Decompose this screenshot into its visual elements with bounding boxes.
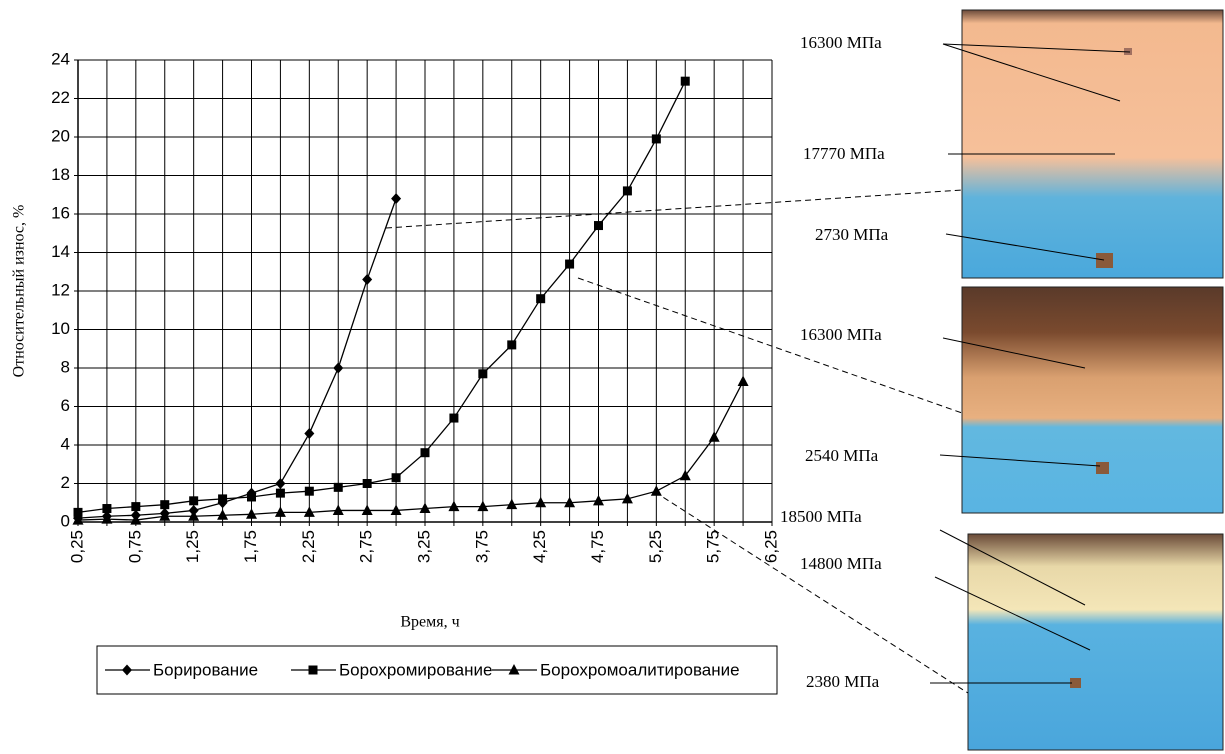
marker: [535, 497, 546, 508]
series-line: [78, 381, 743, 520]
marker: [709, 431, 720, 442]
marker: [391, 193, 401, 204]
y-axis-label: Относительный износ, %: [11, 205, 28, 378]
x-tick-label: 0,75: [125, 530, 144, 563]
legend-label: Борохромоалитирование: [540, 660, 740, 679]
dashed-connectors: [386, 190, 968, 693]
y-tick-label: 4: [61, 434, 70, 453]
legend-marker: [509, 664, 520, 675]
x-axis-label: Время, ч: [400, 614, 459, 631]
marker: [652, 134, 661, 143]
marker: [623, 186, 632, 195]
legend-marker: [309, 666, 318, 675]
marker: [421, 448, 430, 457]
y-tick-label: 20: [51, 126, 70, 145]
marker: [449, 414, 458, 423]
annotation: 17770 МПа: [803, 144, 885, 163]
micrograph: [962, 287, 1223, 513]
y-tick-label: 10: [51, 319, 70, 338]
indent: [1096, 462, 1109, 474]
annotation: 2380 МПа: [806, 672, 880, 691]
legend-marker: [122, 665, 132, 676]
marker: [507, 340, 516, 349]
marker: [189, 496, 198, 505]
marker: [131, 502, 140, 511]
marker: [362, 274, 372, 285]
marker: [305, 487, 314, 496]
y-tick-label: 8: [61, 357, 70, 376]
micrograph: [968, 534, 1223, 750]
annotation: 16300 МПа: [800, 325, 882, 344]
marker: [333, 363, 343, 374]
y-tick-label: 22: [51, 88, 70, 107]
annotation: 16300 МПа: [800, 33, 882, 52]
annotation: 14800 МПа: [800, 554, 882, 573]
marker: [102, 504, 111, 513]
y-tick-label: 2: [61, 473, 70, 492]
legend-label: Борохромирование: [339, 660, 492, 679]
y-tick-label: 0: [61, 511, 70, 530]
annotation: 2730 МПа: [815, 225, 889, 244]
marker: [362, 504, 373, 515]
marker: [275, 506, 286, 517]
x-tick-label: 0,25: [67, 530, 86, 563]
marker: [333, 504, 344, 515]
marker: [275, 478, 285, 489]
marker: [101, 513, 112, 524]
indent: [1096, 253, 1113, 268]
figure: 16300 МПа 17770 МПа 2730 МПа 16300 МПа 2…: [0, 0, 1225, 754]
marker: [247, 492, 256, 501]
marker: [478, 369, 487, 378]
marker: [363, 479, 372, 488]
marker: [304, 428, 314, 439]
x-tick-label: 4,75: [588, 530, 607, 563]
x-tick-label: 1,25: [183, 530, 202, 563]
legend-label: Борирование: [153, 660, 258, 679]
x-tick-label: 4,25: [530, 530, 549, 563]
annotations: 16300 МПа 17770 МПа 2730 МПа 16300 МПа 2…: [780, 33, 889, 691]
marker: [681, 77, 690, 86]
y-tick-label: 6: [61, 396, 70, 415]
y-tick-label: 12: [51, 280, 70, 299]
annotation: 2540 МПа: [805, 446, 879, 465]
marker: [160, 500, 169, 509]
x-tick-label: 2,25: [299, 530, 318, 563]
marker: [565, 260, 574, 269]
marker: [159, 510, 170, 520]
x-tick-label: 6,25: [761, 530, 780, 563]
marker: [392, 473, 401, 482]
series-line: [78, 199, 396, 519]
x-tick-label: 3,75: [472, 530, 491, 563]
y-tick-label: 24: [51, 49, 70, 68]
marker: [448, 501, 459, 512]
annotation: 18500 МПа: [780, 507, 862, 526]
marker: [276, 489, 285, 498]
series-line: [78, 81, 685, 512]
x-tick-label: 3,25: [414, 530, 433, 563]
marker: [738, 375, 749, 386]
y-tick-label: 14: [51, 242, 70, 261]
marker: [536, 294, 545, 303]
x-tick-label: 2,75: [357, 530, 376, 563]
marker: [594, 221, 603, 230]
marker: [334, 483, 343, 492]
marker: [218, 494, 227, 503]
y-tick-label: 18: [51, 165, 70, 184]
x-tick-label: 5,25: [646, 530, 665, 563]
x-tick-label: 5,75: [704, 530, 723, 563]
marker: [651, 485, 662, 496]
y-tick-label: 16: [51, 203, 70, 222]
x-tick-label: 1,75: [241, 530, 260, 563]
